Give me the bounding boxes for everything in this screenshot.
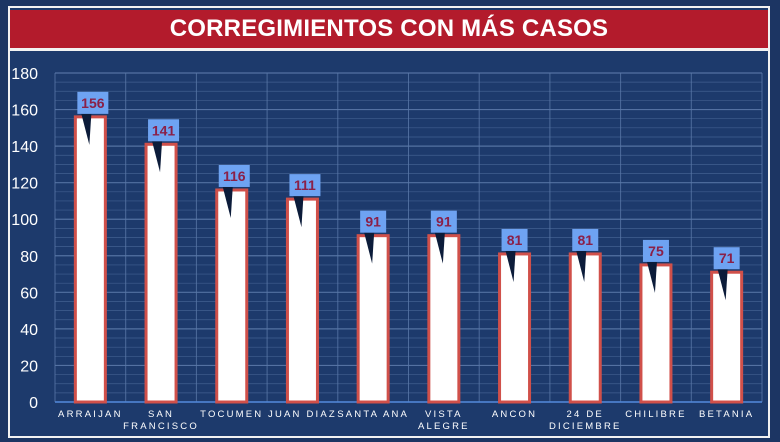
y-tick-label: 160	[11, 103, 38, 120]
callout-box	[430, 210, 457, 233]
data-label: 156	[81, 95, 105, 111]
x-tick-label: FRANCISCO	[123, 421, 199, 432]
x-tick-label: 24 DE	[567, 409, 604, 420]
data-label: 111	[294, 177, 316, 193]
x-tick-label: VISTA	[425, 409, 463, 420]
x-tick-label: ANCON	[492, 409, 537, 420]
y-tick-label: 60	[20, 285, 38, 302]
callout-pointer	[81, 113, 92, 145]
x-tick-label: ALEGRE	[418, 421, 470, 432]
bar	[73, 115, 107, 404]
callout-box	[218, 164, 250, 187]
y-tick-label: 20	[20, 358, 38, 375]
bar	[427, 234, 461, 404]
bar	[285, 197, 319, 404]
x-tick-label: TOCUMEN	[200, 409, 263, 420]
callout-pointer	[152, 141, 163, 173]
data-label: 81	[507, 232, 523, 248]
bar	[215, 188, 249, 404]
y-tick-label: 140	[11, 139, 38, 156]
x-tick-label: DICIEMBRE	[549, 421, 622, 432]
x-tick-label: JUAN DIAZ	[268, 409, 337, 420]
x-tick-label: BETANIA	[699, 409, 754, 420]
bar	[498, 252, 532, 404]
callout-pointer	[717, 269, 728, 301]
callout-pointer	[293, 196, 304, 228]
data-label: 81	[577, 232, 593, 248]
data-label: 141	[152, 122, 176, 138]
data-label: 91	[365, 214, 381, 230]
bar	[568, 252, 602, 404]
callout-box	[501, 228, 528, 251]
y-tick-label: 180	[11, 66, 38, 83]
callout-pointer	[364, 232, 375, 264]
callout-box	[572, 228, 599, 251]
callout-box	[642, 239, 669, 262]
x-tick-label: SAN	[148, 409, 174, 420]
bar	[639, 263, 673, 404]
x-tick-label: SANTA ANA	[337, 409, 409, 420]
x-tick-label: ARRAIJAN	[58, 409, 123, 420]
bar	[144, 142, 178, 404]
callout-pointer	[434, 232, 445, 264]
callout-box	[77, 91, 109, 114]
data-label: 71	[719, 250, 735, 266]
y-tick-label: 100	[11, 212, 38, 229]
divider	[10, 48, 768, 51]
chart-title: CORREGIMIENTOS CON MÁS CASOS	[169, 15, 609, 42]
data-label: 75	[648, 243, 664, 259]
x-tick-label: CHILIBRE	[625, 409, 686, 420]
callout-pointer	[222, 186, 233, 218]
data-label: 116	[223, 168, 246, 184]
y-tick-label: 80	[20, 249, 38, 266]
callout-box	[148, 119, 180, 142]
callout-box	[289, 174, 321, 197]
callout-box	[360, 210, 387, 233]
callout-box	[713, 247, 740, 270]
title-bar: CORREGIMIENTOS CON MÁS CASOS	[10, 10, 768, 48]
bar	[356, 234, 390, 404]
y-tick-label: 40	[20, 322, 38, 339]
data-label: 91	[436, 214, 452, 230]
callout-pointer	[646, 261, 657, 293]
y-tick-label: 120	[11, 176, 38, 193]
callout-pointer	[505, 250, 516, 282]
bar	[710, 270, 744, 404]
y-tick-label: 0	[29, 395, 38, 412]
callout-pointer	[576, 250, 587, 282]
